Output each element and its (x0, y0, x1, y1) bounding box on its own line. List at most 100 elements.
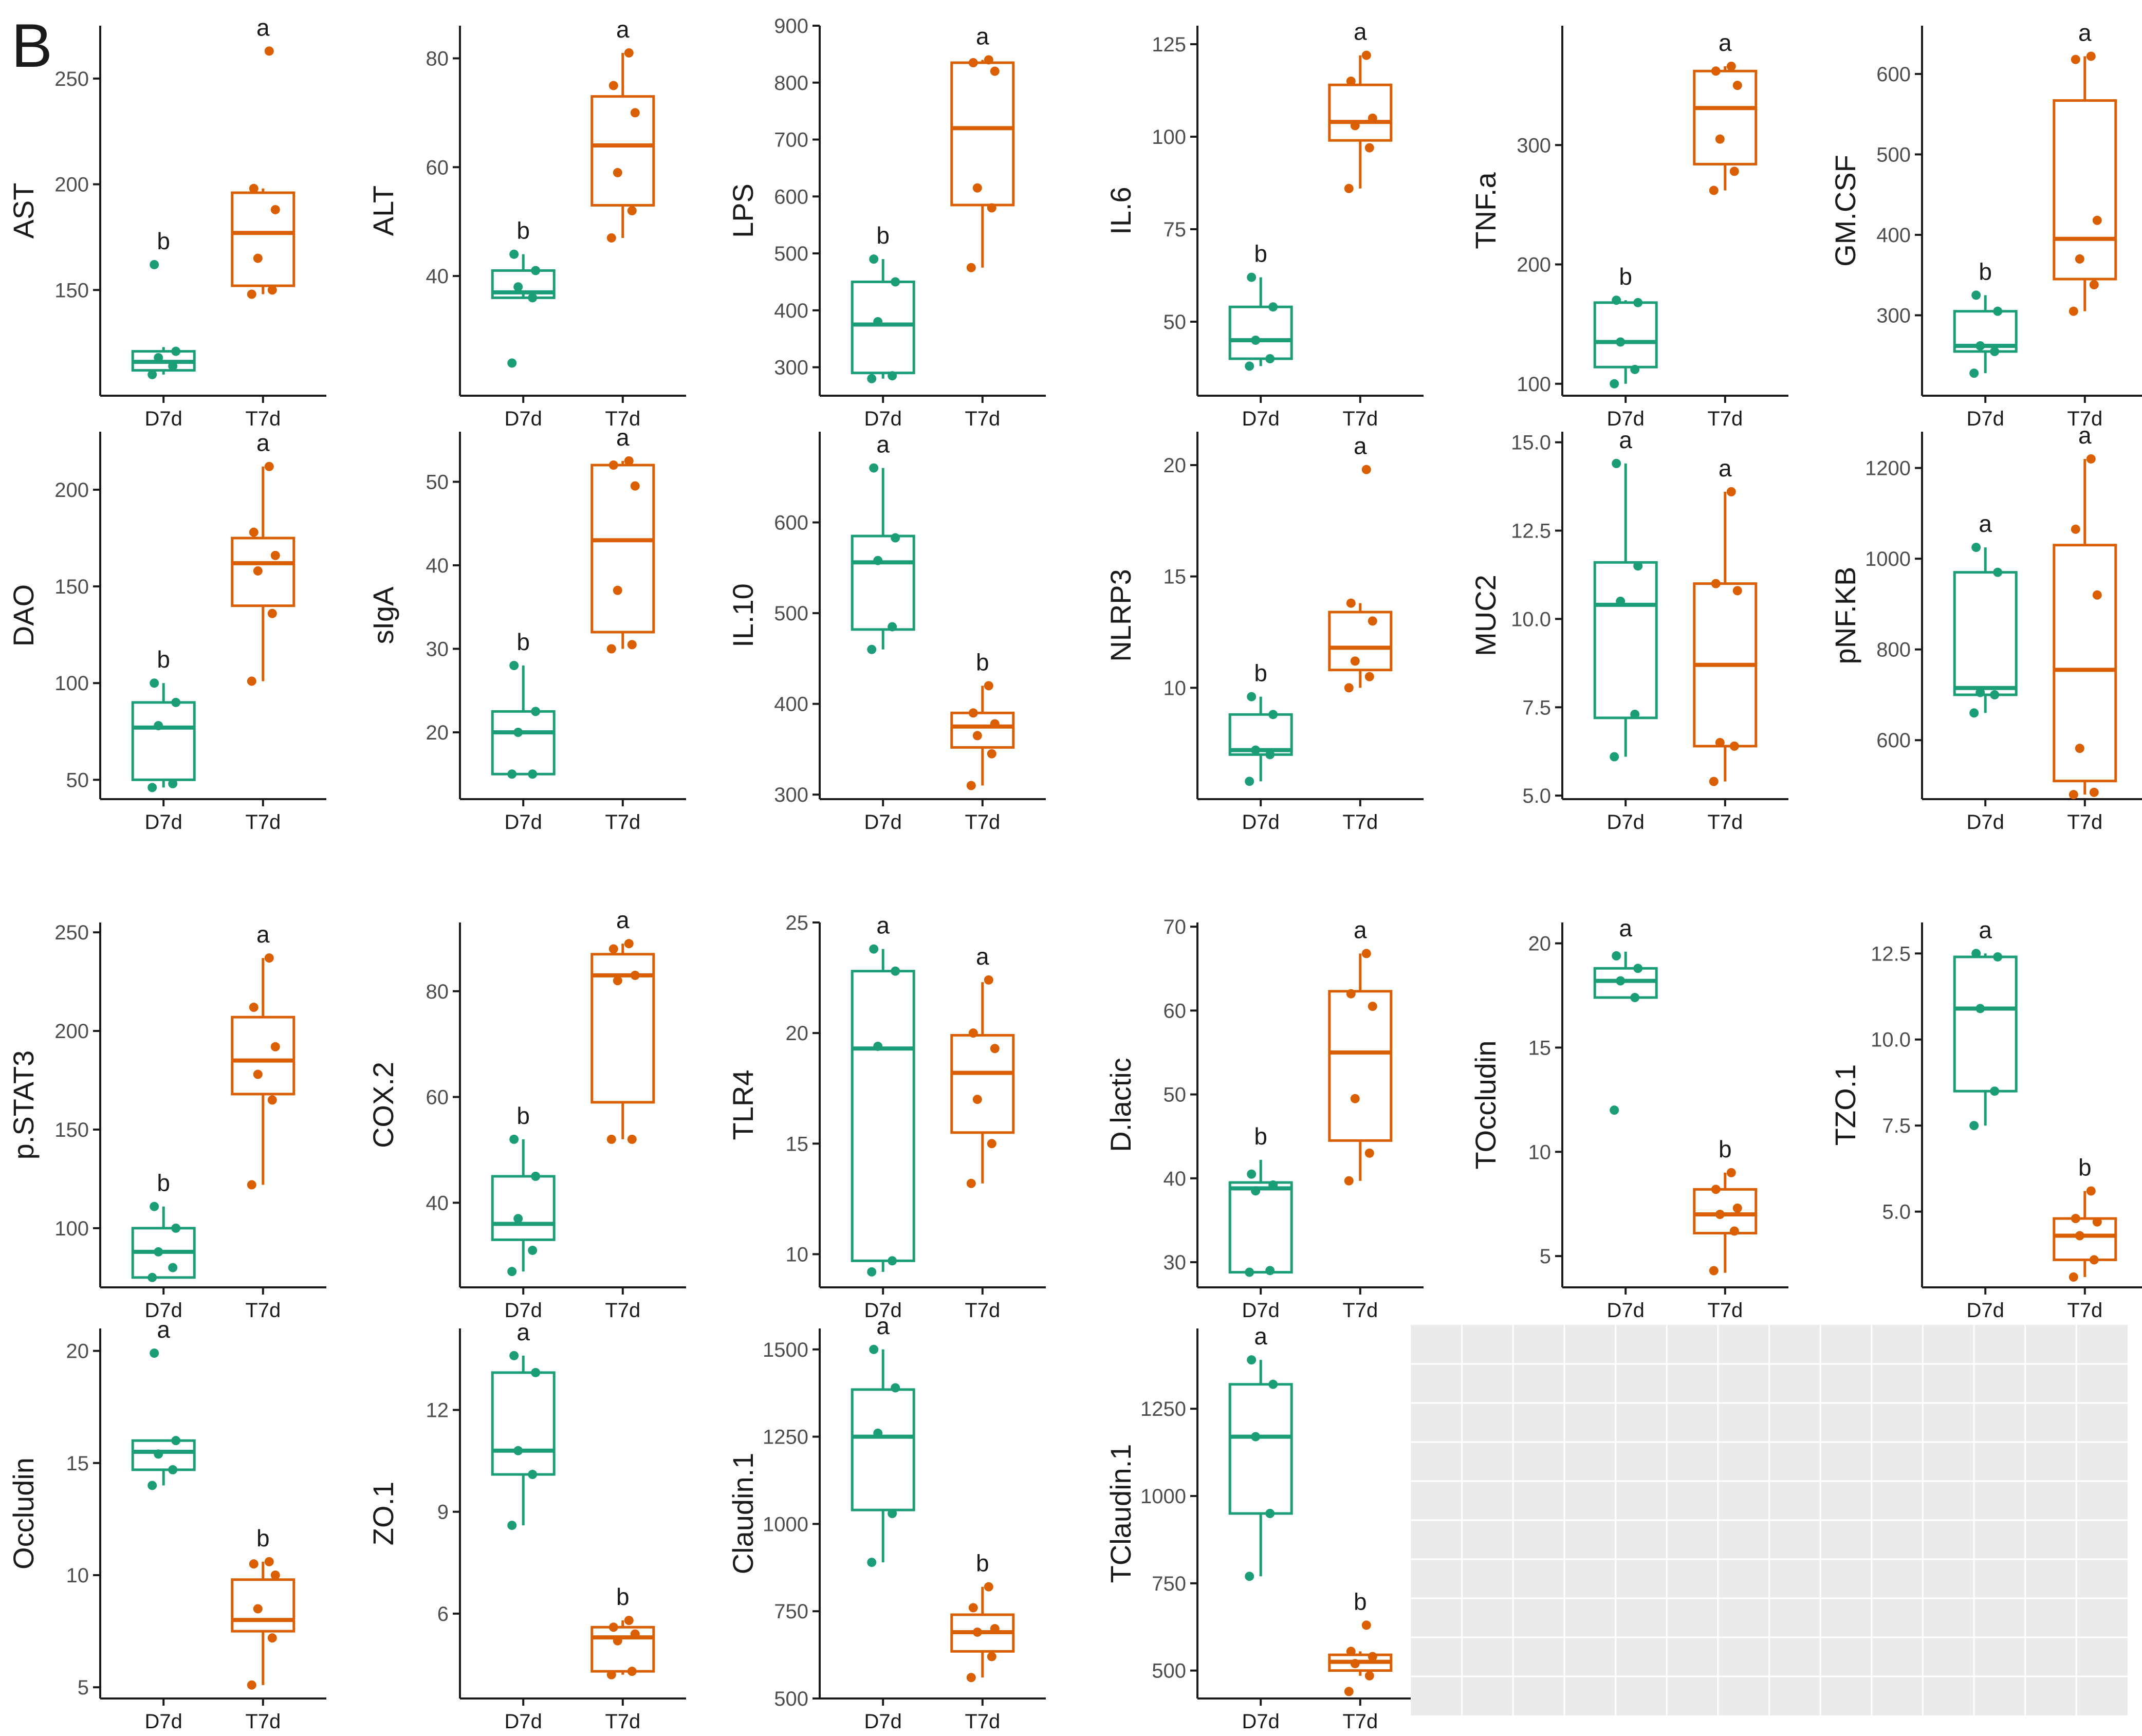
box-iqr (131, 1439, 196, 1471)
data-point (613, 168, 622, 177)
data-point (1361, 50, 1371, 60)
y-tick-label: 100 (1152, 126, 1186, 149)
data-point (1344, 1176, 1354, 1186)
y-tick-label: 12.5 (1511, 520, 1551, 543)
data-point (990, 719, 1000, 729)
x-tick-label: D7d (1967, 408, 2004, 430)
data-point (972, 731, 982, 741)
data-point (264, 1557, 274, 1566)
data-point (1630, 710, 1640, 719)
y-axis-label: D.lactic (1104, 1058, 1137, 1152)
significance-letter: b (1619, 263, 1632, 290)
data-point (1364, 1148, 1374, 1158)
data-point (270, 205, 280, 214)
y-tick-label: 20 (786, 1022, 809, 1045)
data-point (2075, 1231, 2084, 1241)
box-iqr (1593, 561, 1658, 719)
data-point (888, 1256, 897, 1266)
x-tick-label: D7d (505, 1299, 542, 1322)
data-point (150, 260, 159, 269)
y-tick-label: 50 (1164, 311, 1187, 334)
significance-letter: a (876, 912, 890, 939)
data-point (1726, 1168, 1736, 1177)
box-iqr (950, 1033, 1015, 1134)
data-point (1729, 741, 1739, 751)
data-point (267, 1633, 277, 1643)
y-tick-label: 10 (1164, 677, 1187, 699)
data-point (249, 183, 258, 193)
boxplot-pnf-kb: 600 800 1000 1200 pNF.KB D7d a T7d a (1829, 422, 2142, 834)
data-point (1364, 672, 1374, 681)
y-tick-label: 300 (1517, 134, 1551, 157)
data-point (507, 769, 517, 779)
data-point (168, 779, 178, 788)
data-point (1969, 368, 1979, 378)
y-tick-label: 150 (54, 279, 89, 302)
significance-letter: a (976, 23, 989, 49)
data-point (507, 1267, 517, 1277)
data-point (1612, 296, 1621, 305)
y-tick-label: 600 (1876, 63, 1911, 86)
box-iqr (491, 269, 556, 299)
box-iqr (950, 61, 1015, 207)
data-point (1265, 750, 1275, 760)
data-point (972, 1095, 982, 1104)
x-tick-label: D7d (505, 811, 542, 834)
data-point (1265, 1509, 1275, 1518)
data-point (509, 249, 519, 259)
x-tick-label: T7d (2067, 1299, 2102, 1322)
x-tick-label: D7d (1242, 1710, 1280, 1733)
data-point (987, 203, 996, 213)
data-point (171, 697, 181, 707)
y-axis-label: MUC2 (1469, 575, 1502, 656)
box-iqr (2053, 99, 2117, 281)
data-point (606, 233, 616, 243)
box-iqr (851, 970, 915, 1262)
significance-letter: a (256, 14, 270, 41)
y-tick-label: 7.5 (1882, 1115, 1911, 1137)
data-point (624, 939, 634, 949)
y-axis-label: LPS (727, 183, 759, 238)
x-tick-label: D7d (145, 1299, 182, 1322)
data-point (968, 1603, 978, 1613)
data-point (270, 1571, 280, 1580)
significance-letter: a (1619, 427, 1632, 453)
data-point (247, 289, 256, 299)
data-point (171, 1223, 181, 1233)
significance-letter: a (2078, 19, 2092, 46)
data-point (249, 527, 258, 537)
data-point (966, 1673, 976, 1683)
data-point (1346, 1647, 1356, 1656)
x-tick-label: D7d (864, 1299, 902, 1322)
x-tick-label: D7d (1242, 1299, 1280, 1322)
significance-letter: b (1254, 241, 1267, 267)
data-point (1633, 964, 1643, 973)
data-point (528, 769, 538, 779)
data-point (531, 707, 541, 716)
x-tick-label: D7d (1967, 1299, 2004, 1322)
y-tick-label: 200 (54, 1020, 89, 1043)
data-point (513, 1446, 523, 1455)
box-iqr (590, 464, 655, 634)
boxplot-ast: 150 200 250 AST D7d b T7d a (7, 14, 326, 430)
data-point (147, 1481, 157, 1490)
boxplot-siga: 20 30 40 50 sIgA D7d b T7d a (367, 424, 686, 834)
empty-panel (1411, 1325, 2128, 1715)
box-iqr (1953, 955, 2018, 1093)
box-iqr (491, 1175, 556, 1241)
y-axis-label: IL.10 (727, 583, 759, 648)
data-point (531, 266, 541, 275)
data-point (1346, 598, 1356, 608)
data-point (1975, 688, 1985, 697)
data-point (2071, 524, 2080, 534)
data-point (1729, 1226, 1739, 1236)
significance-letter: b (516, 629, 530, 655)
data-point (984, 681, 993, 691)
y-axis-label: TClaudin.1 (1104, 1444, 1137, 1583)
y-axis-label: TZO.1 (1829, 1064, 1861, 1146)
data-point (168, 1465, 178, 1474)
y-tick-label: 1500 (763, 1339, 808, 1361)
box-iqr (1953, 571, 2018, 696)
data-point (1715, 134, 1725, 144)
